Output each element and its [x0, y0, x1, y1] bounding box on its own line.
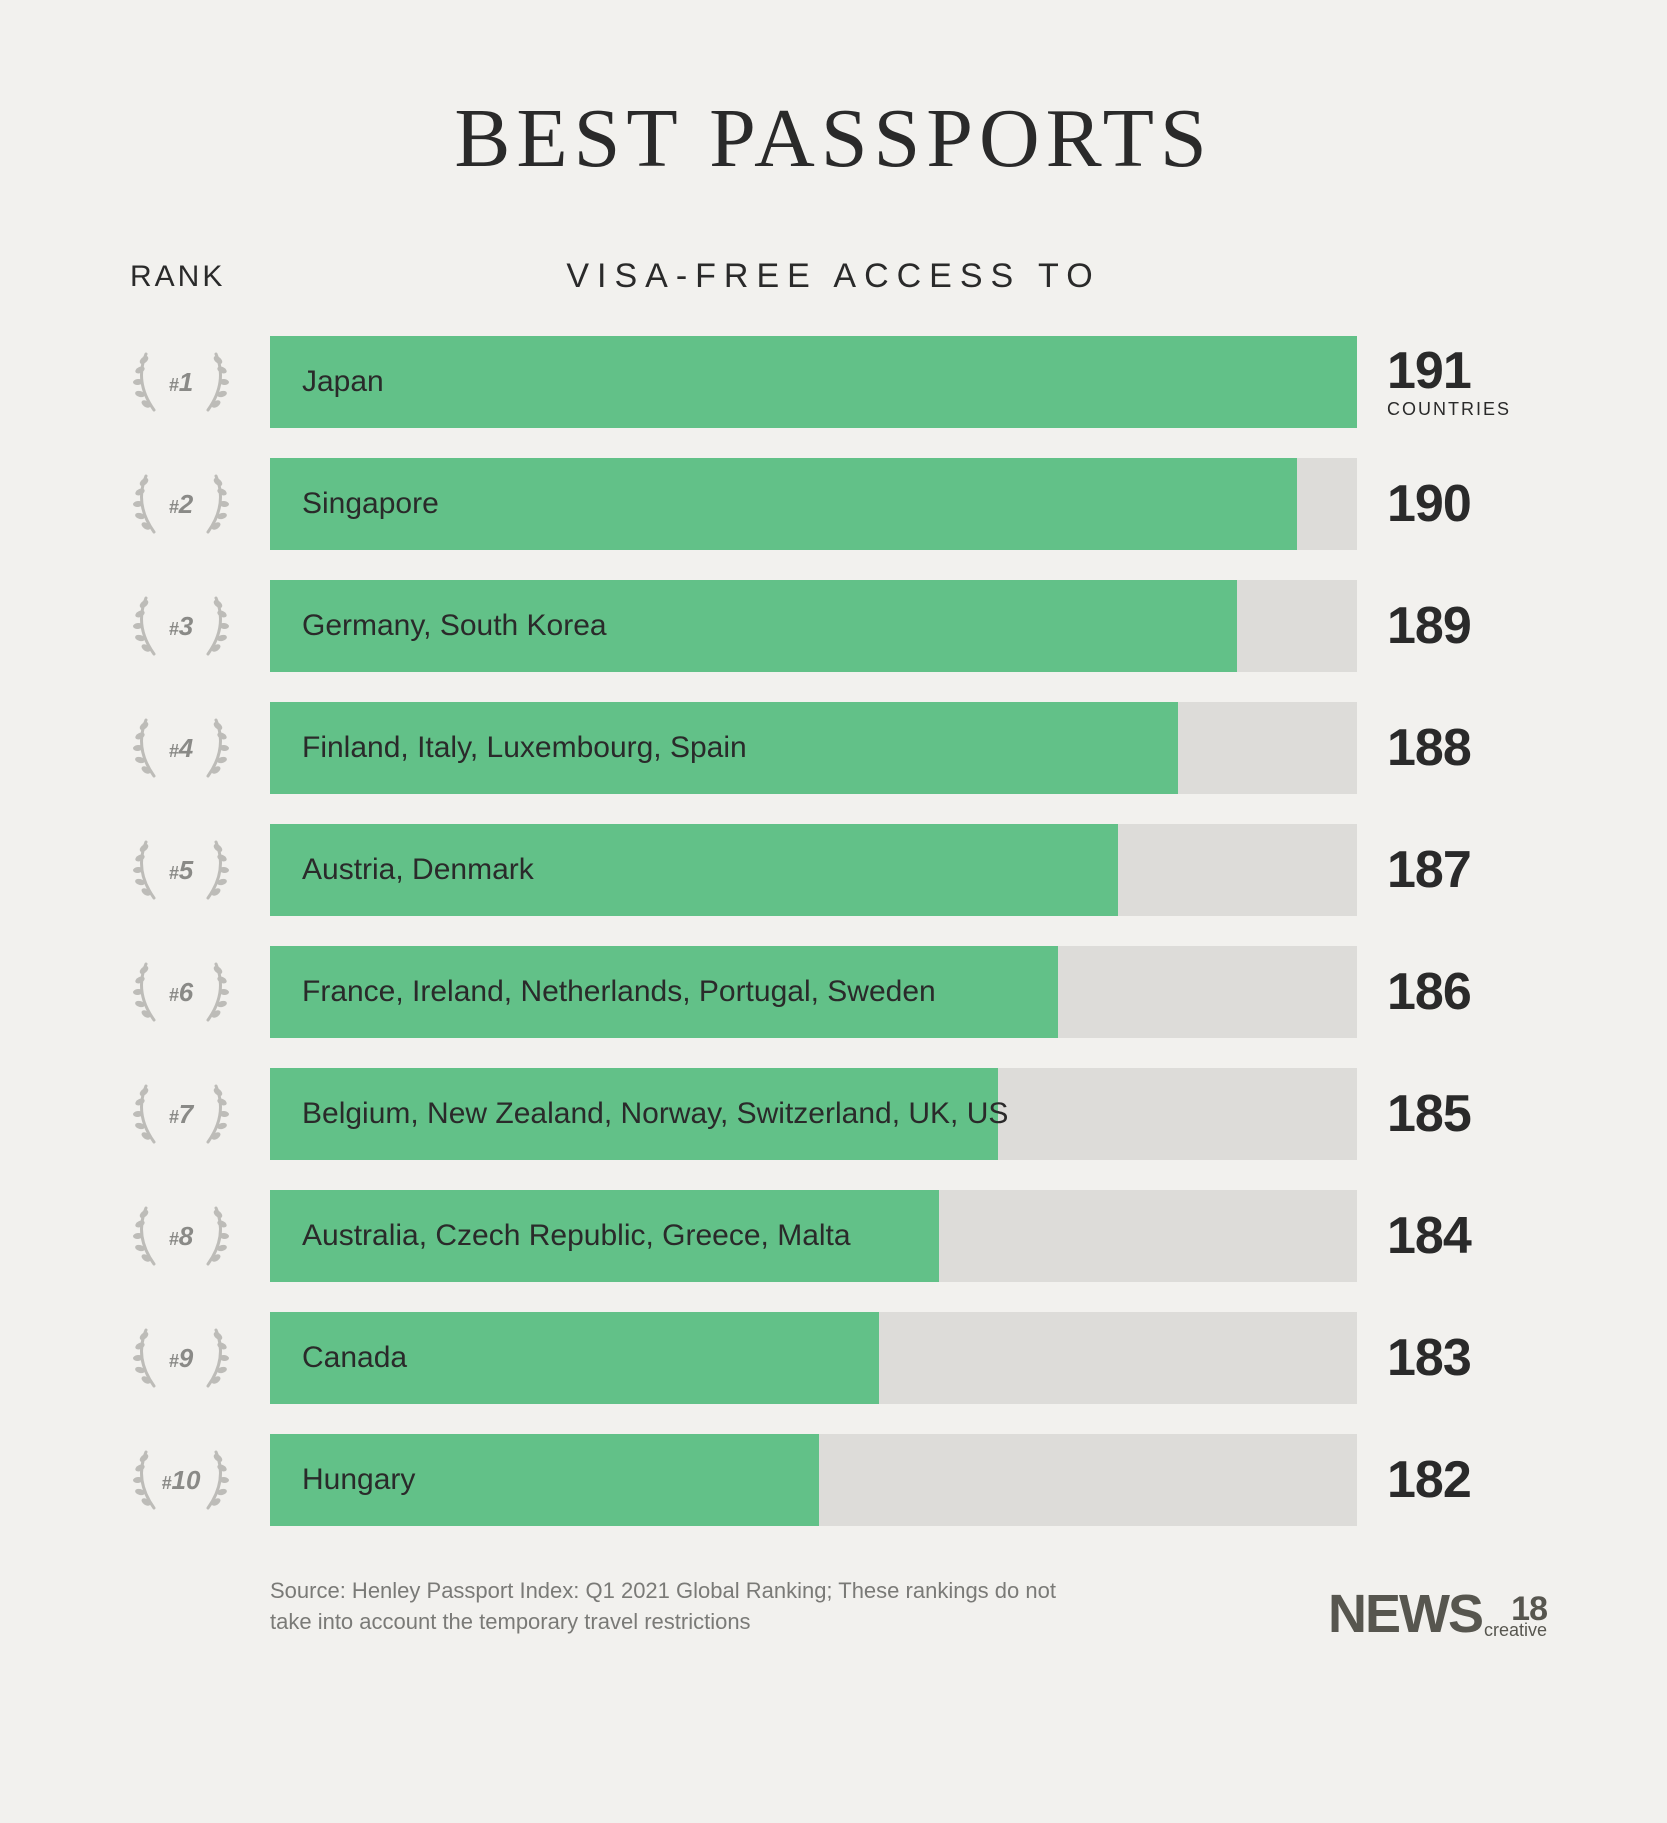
value-area: 186	[1357, 966, 1547, 1018]
rank-badge: #8	[120, 1196, 270, 1276]
value-area: 188	[1357, 722, 1547, 774]
laurel-icon: #3	[126, 586, 236, 666]
rank-badge: #9	[120, 1318, 270, 1398]
value-number: 186	[1387, 966, 1471, 1018]
bar-label: Canada	[302, 1341, 407, 1375]
bar-label: Japan	[302, 365, 384, 399]
rank-number: #5	[169, 855, 193, 886]
logo-number: 18	[1511, 1596, 1547, 1623]
rank-badge: #6	[120, 952, 270, 1032]
bar-track: Belgium, New Zealand, Norway, Switzerlan…	[270, 1068, 1357, 1160]
rank-badge: #1	[120, 342, 270, 422]
laurel-icon: #7	[126, 1074, 236, 1154]
bar-row: #5 Austria, Denmark 187	[120, 824, 1547, 916]
source-text: Source: Henley Passport Index: Q1 2021 G…	[270, 1576, 1070, 1638]
bar-label: Hungary	[302, 1463, 415, 1497]
value-number: 191	[1387, 345, 1471, 397]
page-title: BEST PASSPORTS	[120, 90, 1547, 187]
rank-number: #4	[169, 733, 193, 764]
laurel-icon: #2	[126, 464, 236, 544]
news18-logo: NEWS 18 creative	[1328, 1592, 1547, 1638]
value-number: 188	[1387, 722, 1471, 774]
bar-row: #3 Germany, South Korea 189	[120, 580, 1547, 672]
bar-track: Germany, South Korea	[270, 580, 1357, 672]
value-number: 182	[1387, 1454, 1471, 1506]
value-area: 190	[1357, 478, 1547, 530]
bar-row: #7 Belgium, New Zealand, Norway, Switzerl…	[120, 1068, 1547, 1160]
rank-badge: #7	[120, 1074, 270, 1154]
bar-label: Singapore	[302, 487, 439, 521]
rank-badge: #2	[120, 464, 270, 544]
rank-badge: #5	[120, 830, 270, 910]
bar-label: Finland, Italy, Luxembourg, Spain	[302, 731, 747, 765]
bar-rows: #1 Japan 191COUNTRIES #2 Singapore 190 #3 Ger…	[120, 336, 1547, 1526]
laurel-icon: #4	[126, 708, 236, 788]
value-number: 190	[1387, 478, 1471, 530]
rank-number: #2	[169, 489, 193, 520]
value-area: 191COUNTRIES	[1357, 345, 1547, 420]
logo-main-text: NEWS	[1328, 1592, 1482, 1638]
column-headers: RANK VISA-FREE ACCESS TO	[120, 257, 1547, 296]
rank-number: #7	[169, 1099, 193, 1130]
bar-row: #6 France, Ireland, Netherlands, Portugal…	[120, 946, 1547, 1038]
logo-sub-text: creative	[1484, 1623, 1547, 1637]
bar-label: France, Ireland, Netherlands, Portugal, …	[302, 975, 936, 1009]
bar-row: #4 Finland, Italy, Luxembourg, Spain 188	[120, 702, 1547, 794]
bar-track: Finland, Italy, Luxembourg, Spain	[270, 702, 1357, 794]
rank-header: RANK	[120, 260, 270, 294]
access-header: VISA-FREE ACCESS TO	[270, 257, 1547, 296]
bar-track: Australia, Czech Republic, Greece, Malta	[270, 1190, 1357, 1282]
bar-track: France, Ireland, Netherlands, Portugal, …	[270, 946, 1357, 1038]
bar-label: Germany, South Korea	[302, 609, 607, 643]
bar-track: Singapore	[270, 458, 1357, 550]
value-area: 183	[1357, 1332, 1547, 1384]
bar-fill	[270, 336, 1357, 428]
value-number: 184	[1387, 1210, 1471, 1262]
bar-row: #8 Australia, Czech Republic, Greece, Mal…	[120, 1190, 1547, 1282]
rank-number: #3	[169, 611, 193, 642]
laurel-icon: #5	[126, 830, 236, 910]
bar-row: #10 Hungary 182	[120, 1434, 1547, 1526]
rank-badge: #3	[120, 586, 270, 666]
laurel-icon: #9	[126, 1318, 236, 1398]
value-area: 185	[1357, 1088, 1547, 1140]
bar-track: Austria, Denmark	[270, 824, 1357, 916]
bar-track: Japan	[270, 336, 1357, 428]
bar-track: Canada	[270, 1312, 1357, 1404]
bar-label: Belgium, New Zealand, Norway, Switzerlan…	[302, 1097, 1008, 1131]
rank-badge: #10	[120, 1440, 270, 1520]
rank-number: #6	[169, 977, 193, 1008]
value-number: 187	[1387, 844, 1471, 896]
value-number: 189	[1387, 600, 1471, 652]
rank-number: #9	[169, 1343, 193, 1374]
bar-row: #1 Japan 191COUNTRIES	[120, 336, 1547, 428]
laurel-icon: #6	[126, 952, 236, 1032]
laurel-icon: #1	[126, 342, 236, 422]
footer: Source: Henley Passport Index: Q1 2021 G…	[120, 1576, 1547, 1638]
rank-number: #10	[162, 1465, 201, 1496]
laurel-icon: #10	[126, 1440, 236, 1520]
bar-label: Austria, Denmark	[302, 853, 534, 887]
bar-label: Australia, Czech Republic, Greece, Malta	[302, 1219, 851, 1253]
bar-row: #9 Canada 183	[120, 1312, 1547, 1404]
value-number: 183	[1387, 1332, 1471, 1384]
value-area: 184	[1357, 1210, 1547, 1262]
bar-track: Hungary	[270, 1434, 1357, 1526]
value-area: 189	[1357, 600, 1547, 652]
rank-number: #1	[169, 367, 193, 398]
rank-badge: #4	[120, 708, 270, 788]
value-suffix: COUNTRIES	[1387, 399, 1511, 420]
value-area: 182	[1357, 1454, 1547, 1506]
value-number: 185	[1387, 1088, 1471, 1140]
bar-row: #2 Singapore 190	[120, 458, 1547, 550]
rank-number: #8	[169, 1221, 193, 1252]
value-area: 187	[1357, 844, 1547, 896]
laurel-icon: #8	[126, 1196, 236, 1276]
